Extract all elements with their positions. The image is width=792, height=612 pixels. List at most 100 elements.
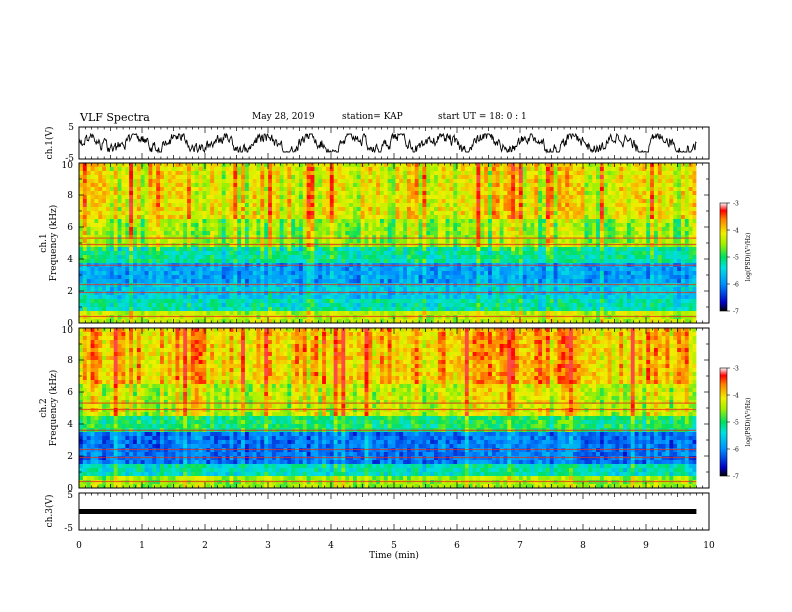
- spectrogram-cell: [545, 223, 551, 228]
- spectrogram-cell: [410, 219, 416, 224]
- spectrogram-cell: [133, 243, 138, 248]
- spectrogram-cell: [364, 279, 369, 284]
- spectrogram-cell: [569, 271, 574, 276]
- spectrogram-cell: [615, 175, 620, 180]
- spectrogram-cell: [522, 191, 528, 196]
- spectrogram-cell: [102, 215, 107, 220]
- spectrogram-cell: [341, 239, 346, 244]
- spectrogram-cell: [129, 211, 134, 216]
- spectrogram-cell: [241, 183, 246, 188]
- spectrogram-cell: [634, 271, 639, 276]
- spectrogram-cell: [356, 239, 362, 244]
- spectrogram-cell: [210, 179, 215, 184]
- spectrogram-cell: [661, 219, 666, 224]
- spectrogram-cell: [379, 255, 385, 260]
- spectrogram-cell: [206, 239, 211, 244]
- spectrogram-cell: [395, 223, 400, 228]
- spectrogram-cell: [626, 247, 632, 252]
- spectrogram-cell: [503, 215, 508, 220]
- spectrogram-cell: [461, 203, 466, 208]
- spectrogram-cell: [441, 275, 446, 280]
- spectrogram-cell: [314, 187, 319, 192]
- spectrogram-cell: [495, 211, 501, 216]
- spectrogram-cell: [187, 231, 192, 236]
- spectrogram-cell: [229, 179, 234, 184]
- spectrogram-cell: [503, 255, 508, 260]
- spectrogram-cell: [148, 267, 153, 272]
- spectrogram-cell: [225, 211, 230, 216]
- spectrogram-cell: [476, 179, 481, 184]
- spectrogram-cell: [673, 239, 678, 244]
- spectrogram-cell: [190, 247, 196, 252]
- spectrogram-cell: [476, 215, 481, 220]
- spectrogram-cell: [187, 271, 192, 276]
- spectrogram-cell: [511, 243, 516, 248]
- spectrogram-cell: [557, 187, 562, 192]
- spectrogram-cell: [372, 259, 377, 264]
- spectrogram-cell: [337, 231, 342, 236]
- spectrogram-cell: [298, 243, 304, 248]
- spectrogram-cell: [163, 199, 169, 204]
- spectrogram-cell: [623, 239, 628, 244]
- spectrogram-cell: [322, 191, 327, 196]
- spectrogram-cell: [144, 247, 149, 252]
- spectrogram-cell: [410, 191, 416, 196]
- spectrogram-cell: [268, 171, 273, 176]
- spectrogram-cell: [623, 251, 628, 256]
- spectrogram-cell: [572, 267, 578, 272]
- spectrogram-cell: [376, 171, 381, 176]
- spectrogram-cell: [152, 227, 157, 232]
- spectrogram-cell: [179, 179, 184, 184]
- spectrogram-cell: [349, 195, 354, 200]
- spectrogram-cell: [646, 271, 651, 276]
- spectrogram-cell: [422, 223, 427, 228]
- spectrogram-cell: [86, 279, 91, 284]
- spectrogram-cell: [499, 227, 504, 232]
- spectrogram-cell: [252, 175, 257, 180]
- spectrogram-cell: [673, 207, 678, 212]
- spectrogram-cell: [603, 183, 609, 188]
- spectrogram-cell: [106, 235, 111, 240]
- spectrogram-cell: [553, 231, 558, 236]
- spectrogram-cell: [434, 207, 439, 212]
- spectrogram-cell: [98, 259, 103, 264]
- spectrogram-cell: [260, 275, 265, 280]
- spectrogram-cell: [202, 275, 207, 280]
- spectrogram-cell: [453, 215, 458, 220]
- spectrogram-cell: [387, 215, 392, 220]
- spectrogram-cell: [244, 271, 250, 276]
- spectrogram-cell: [248, 179, 254, 184]
- spectrogram-cell: [349, 251, 354, 256]
- spectrogram-cell: [298, 167, 304, 172]
- spectrogram-cell: [449, 215, 454, 220]
- spectrogram-cell: [565, 187, 570, 192]
- spectrogram-cell: [341, 271, 346, 276]
- spectrogram-cell: [364, 187, 369, 192]
- spectrogram-cell: [445, 251, 450, 256]
- spectrogram-cell: [626, 271, 632, 276]
- spectrogram-cell: [376, 219, 381, 224]
- spectrogram-cell: [214, 179, 219, 184]
- spectrogram-cell: [665, 223, 670, 228]
- spectrogram-cell: [549, 203, 555, 208]
- spectrogram-cell: [684, 171, 690, 176]
- spectrogram-cell: [499, 243, 504, 248]
- spectrogram-cell: [113, 267, 118, 272]
- spectrogram-cell: [464, 259, 470, 264]
- spectrogram-cell: [406, 207, 412, 212]
- spectrogram-cell: [437, 271, 443, 276]
- spectrogram-cell: [140, 183, 145, 188]
- spectrogram-cell: [403, 223, 408, 228]
- spectrogram-cell: [190, 179, 196, 184]
- spectrogram-cell: [657, 243, 663, 248]
- spectrogram-cell: [356, 255, 362, 260]
- spectrogram-cell: [368, 215, 373, 220]
- spectrogram-cell: [406, 259, 412, 264]
- spectrogram-cell: [545, 183, 551, 188]
- spectrogram-cell: [221, 215, 227, 220]
- spectrogram-cell: [364, 167, 369, 172]
- spectrogram-cell: [360, 231, 365, 236]
- spectrogram-cell: [117, 239, 122, 244]
- spectrogram-cell: [680, 251, 686, 256]
